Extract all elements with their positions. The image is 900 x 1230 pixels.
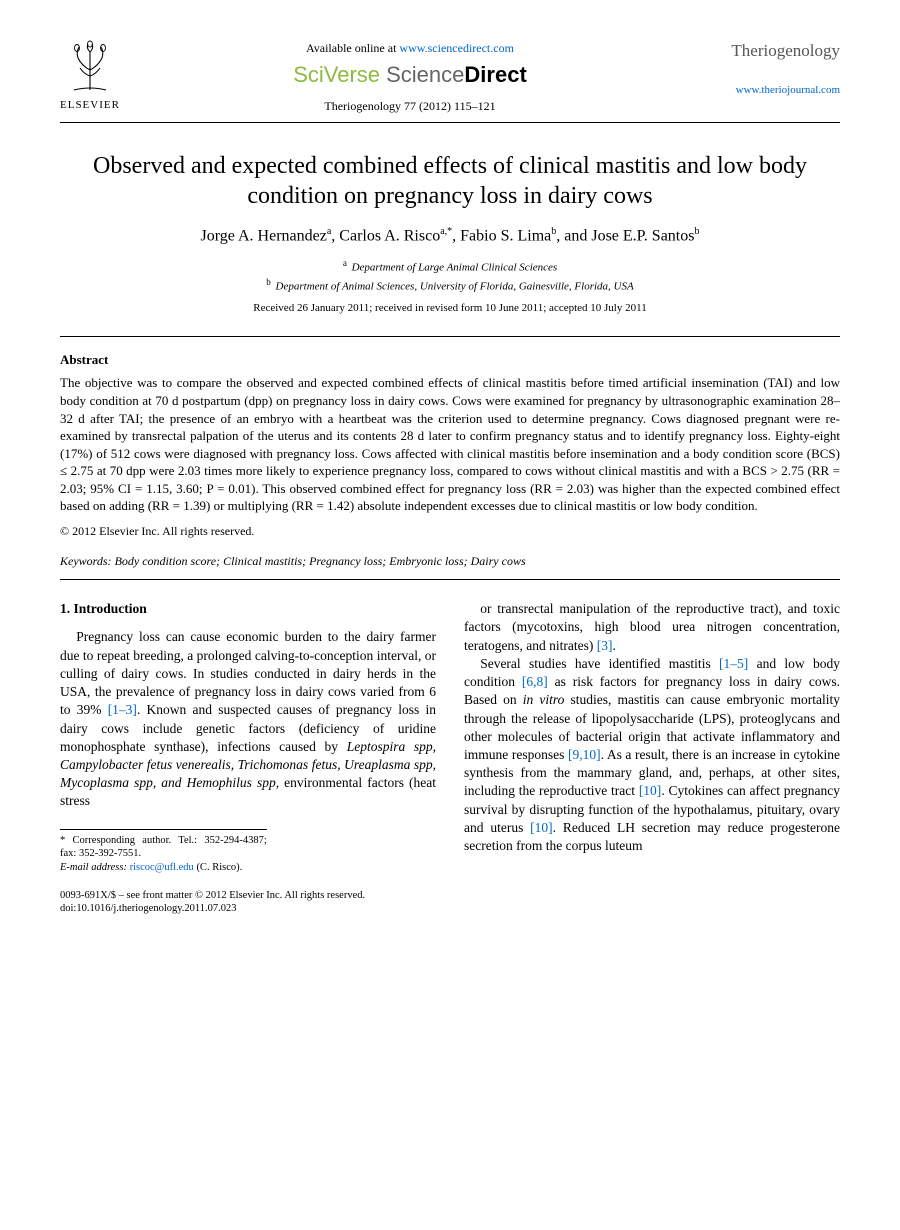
affiliation-line: b Department of Animal Sciences, Univers…	[60, 276, 840, 295]
corresponding-author-note: * Corresponding author. Tel.: 352-294-43…	[60, 829, 267, 875]
journal-url: www.theriojournal.com	[700, 83, 840, 98]
divider	[60, 336, 840, 337]
footer-copyright: 0093-691X/$ – see front matter © 2012 El…	[60, 889, 840, 903]
body-paragraph: or transrectal manipulation of the repro…	[464, 600, 840, 655]
sciencedirect-link[interactable]: www.sciencedirect.com	[399, 41, 514, 55]
abstract-body: The objective was to compare the observe…	[60, 374, 840, 514]
divider	[60, 579, 840, 580]
footer-doi: doi:10.1016/j.theriogenology.2011.07.023	[60, 902, 840, 916]
column-right: or transrectal manipulation of the repro…	[464, 600, 840, 874]
affiliations: a Department of Large Animal Clinical Sc…	[60, 257, 840, 295]
available-online-line: Available online at www.sciencedirect.co…	[130, 40, 690, 56]
platform-brand: SciVerse ScienceDirect	[130, 60, 690, 90]
corresponding-email-link[interactable]: riscoc@ufl.edu	[130, 862, 194, 873]
column-left: 1. Introduction Pregnancy loss can cause…	[60, 600, 436, 874]
journal-header: ELSEVIER Available online at www.science…	[60, 40, 840, 123]
section-heading-introduction: 1. Introduction	[60, 600, 436, 618]
authors-line: Jorge A. Hernandeza, Carlos A. Riscoa,*,…	[60, 225, 840, 247]
abstract-heading: Abstract	[60, 351, 840, 369]
elsevier-tree-icon	[64, 40, 116, 94]
citation-link[interactable]: [10]	[639, 783, 662, 798]
citation-link[interactable]: [1–5]	[719, 656, 748, 671]
citation-link[interactable]: [10]	[530, 820, 553, 835]
header-center: Available online at www.sciencedirect.co…	[120, 40, 700, 114]
body-paragraph: Pregnancy loss can cause economic burden…	[60, 628, 436, 810]
page-footer: 0093-691X/$ – see front matter © 2012 El…	[60, 889, 840, 916]
citation-link[interactable]: [1–3]	[108, 702, 137, 717]
publisher-logo: ELSEVIER	[60, 40, 120, 113]
citation-link[interactable]: [3]	[597, 638, 613, 653]
publisher-name: ELSEVIER	[60, 98, 120, 113]
body-paragraph: Several studies have identified mastitis…	[464, 655, 840, 855]
citation-link[interactable]: [6,8]	[522, 674, 548, 689]
journal-name: Theriogenology	[700, 40, 840, 63]
abstract-copyright: © 2012 Elsevier Inc. All rights reserved…	[60, 523, 840, 539]
article-history: Received 26 January 2011; received in re…	[60, 301, 840, 316]
body-columns: 1. Introduction Pregnancy loss can cause…	[60, 600, 840, 874]
journal-reference: Theriogenology 77 (2012) 115–121	[130, 98, 690, 114]
citation-link[interactable]: [9,10]	[568, 747, 601, 762]
affiliation-line: a Department of Large Animal Clinical Sc…	[60, 257, 840, 276]
journal-box: Theriogenology www.theriojournal.com	[700, 40, 840, 98]
journal-url-link[interactable]: www.theriojournal.com	[736, 84, 840, 96]
article-title: Observed and expected combined effects o…	[60, 151, 840, 211]
keywords-line: Keywords: Body condition score; Clinical…	[60, 553, 840, 569]
